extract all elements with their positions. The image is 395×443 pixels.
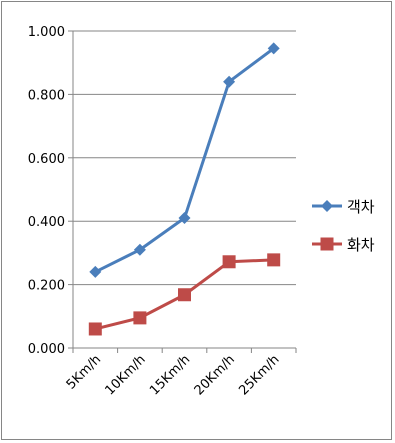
legend-marker	[320, 237, 334, 251]
series-lines	[88, 42, 281, 336]
data-point	[178, 212, 191, 225]
legend-marker	[321, 200, 333, 212]
data-point	[89, 265, 102, 278]
x-tick-label: 20Km/h	[192, 352, 238, 398]
data-point	[223, 75, 236, 88]
data-point	[133, 243, 146, 256]
y-tick-labels: 0.000 0.200 0.400 0.600 0.800 1.000	[28, 25, 65, 357]
y-tick-label: 0.200	[28, 279, 65, 294]
gridlines	[73, 30, 296, 286]
x-tick-label: 10Km/h	[103, 352, 149, 398]
data-point	[267, 42, 280, 55]
data-point	[222, 255, 236, 269]
y-tick-label: 0.600	[28, 152, 65, 167]
x-tick-label: 15Km/h	[147, 352, 193, 398]
legend-label: 객차	[347, 198, 375, 216]
legend-label: 화차	[347, 236, 375, 254]
y-tick-label: 1.000	[28, 25, 65, 40]
y-tick-label: 0.400	[28, 215, 65, 230]
x-tick-label: 5Km/h	[64, 352, 104, 392]
series-line-1	[94, 47, 275, 274]
data-point	[133, 311, 147, 325]
data-point	[267, 253, 281, 267]
y-tick-label: 0.800	[28, 88, 65, 103]
x-tick-label: 25Km/h	[236, 352, 282, 398]
data-point	[88, 322, 102, 336]
y-tick-label: 0.000	[28, 342, 65, 357]
axes	[68, 30, 297, 353]
data-point	[178, 288, 191, 302]
